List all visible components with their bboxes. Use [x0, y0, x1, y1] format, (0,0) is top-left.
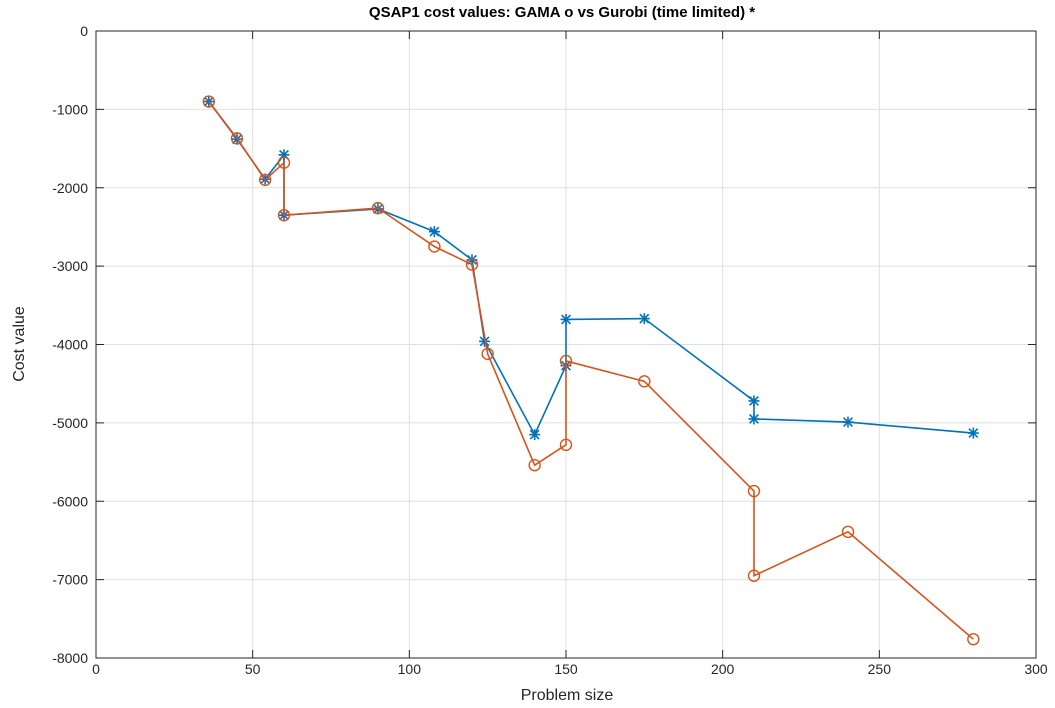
y-axis-label: Cost value [11, 306, 28, 382]
x-tick-label: 200 [711, 661, 735, 677]
y-tick-label: 0 [80, 23, 88, 39]
y-tick-label: -6000 [52, 493, 88, 509]
data-point-asterisk [560, 313, 572, 325]
series-circle [202, 95, 980, 646]
axis-ticks: 0 50 100 150 200 250 300 0 -1000 -2000 -3000 -4000 -… [52, 23, 1048, 677]
data-point-circle [202, 95, 216, 108]
data-point-circle [747, 484, 761, 498]
asterisk-stroke [749, 395, 759, 406]
series-layer [202, 95, 980, 646]
data-point-circle [230, 132, 244, 145]
data-point-asterisk [638, 313, 650, 325]
x-tick-label: 100 [398, 661, 422, 677]
asterisk-stroke [429, 226, 440, 237]
asterisk-stroke [479, 336, 490, 347]
data-point-circle [528, 458, 541, 472]
data-point-asterisk [967, 427, 979, 439]
asterisk-stroke [203, 96, 214, 107]
plot-frame [95, 30, 1037, 659]
y-tick-label: -7000 [52, 572, 88, 588]
data-point-asterisk [748, 395, 760, 407]
data-point-asterisk [842, 416, 854, 428]
x-tick-label: 250 [868, 661, 892, 677]
series-asterisk [203, 96, 979, 441]
data-point-circle [559, 354, 573, 368]
data-point-circle [277, 156, 291, 169]
chart-title: QSAP1 cost values: GAMA o vs Gurobi (tim… [369, 4, 755, 21]
y-tick-label: -4000 [52, 337, 88, 353]
asterisk-stroke [749, 413, 759, 424]
data-point-circle [967, 632, 980, 646]
asterisk-stroke [968, 428, 979, 439]
asterisk-stroke [843, 417, 853, 428]
data-point-circle [428, 240, 441, 253]
x-axis-label: Problem size [521, 687, 614, 704]
data-point-asterisk [748, 413, 760, 425]
data-point-circle [481, 347, 494, 361]
y-tick-label: -5000 [52, 415, 88, 431]
x-tick-label: 50 [245, 661, 261, 677]
x-tick-label: 300 [1024, 661, 1048, 677]
x-tick-label: 0 [92, 661, 100, 677]
series-line [208, 101, 974, 437]
data-point-asterisk [428, 226, 440, 238]
y-tick-label: -1000 [52, 101, 88, 117]
y-tick-label: -3000 [52, 258, 88, 274]
data-point-circle [465, 258, 479, 271]
asterisk-stroke [639, 313, 650, 324]
data-point-circle [371, 201, 385, 215]
data-point-circle [559, 438, 573, 452]
x-tick-label: 150 [554, 661, 578, 677]
data-point-circle [277, 208, 291, 222]
data-point-asterisk [529, 429, 541, 441]
data-point-circle [259, 173, 272, 187]
data-point-circle [747, 569, 761, 582]
y-tick-label: -8000 [52, 650, 88, 666]
asterisk-stroke [561, 314, 571, 325]
asterisk-stroke [529, 429, 540, 440]
data-point-circle [841, 525, 855, 539]
y-tick-label: -2000 [52, 180, 88, 196]
series-line [208, 101, 974, 640]
data-point-circle [638, 375, 651, 388]
